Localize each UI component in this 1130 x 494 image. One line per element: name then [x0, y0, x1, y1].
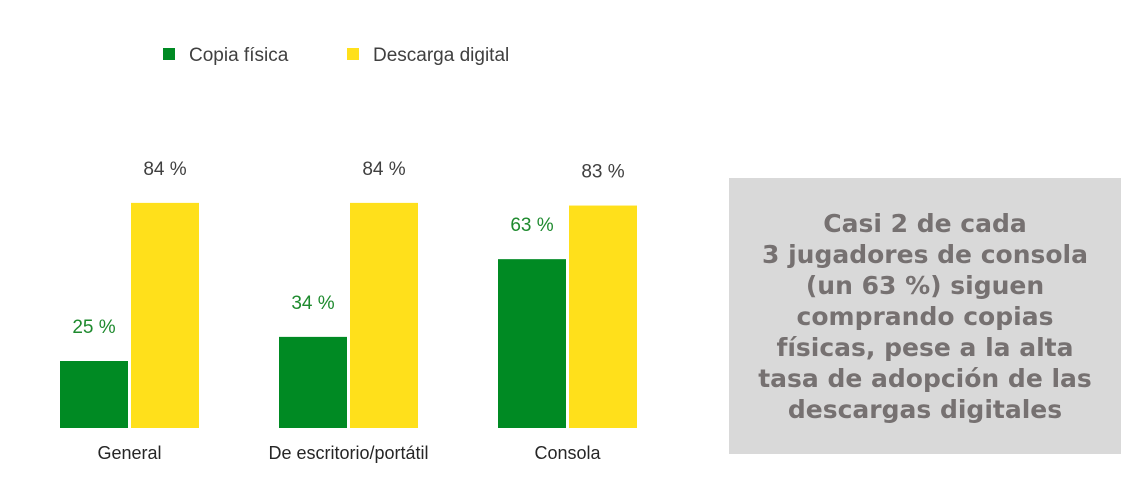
category-labels: General De escritorio/portátil Consola [97, 443, 601, 463]
value-label-descarga-digital-1: 84 % [362, 159, 405, 180]
value-label-descarga-digital-0: 84 % [143, 159, 186, 180]
bars [60, 202, 637, 428]
callout-line: físicas, pese a la alta [776, 332, 1074, 362]
category-label-1: De escritorio/portátil [268, 443, 428, 463]
bar-copia-fisica-2 [498, 259, 566, 428]
bar-copia-fisica-1 [279, 336, 347, 428]
bar-chart: Copia física Descarga digital 25 % 84 % 34 … [60, 45, 637, 463]
callout-line: comprando copias [796, 301, 1054, 331]
callout-line: Casi 2 de cada [823, 208, 1027, 238]
bar-descarga-digital-0 [131, 202, 199, 428]
value-label-copia-fisica-2: 63 % [510, 215, 553, 236]
legend-label-descarga-digital: Descarga digital [373, 45, 509, 66]
callout-line: 3 jugadores de consola [761, 239, 1088, 269]
callout-line: tasa de adopción de las [758, 363, 1092, 393]
category-label-2: Consola [534, 443, 601, 463]
legend-swatch-copia-fisica [163, 48, 175, 60]
callout-line: (un 63 %) siguen [805, 270, 1045, 300]
legend-label-copia-fisica: Copia física [189, 45, 289, 66]
callout-text: Casi 2 de cada 3 jugadores de consola (u… [758, 208, 1092, 425]
callout-line: descargas digitales [787, 394, 1063, 424]
value-label-copia-fisica-1: 34 % [291, 293, 334, 314]
category-label-0: General [97, 443, 161, 463]
value-label-copia-fisica-0: 25 % [72, 317, 115, 338]
bar-descarga-digital-1 [350, 202, 418, 428]
callout-box: Casi 2 de cada 3 jugadores de consola (u… [729, 178, 1121, 454]
legend-swatch-descarga-digital [347, 48, 359, 60]
value-labels: 25 % 84 % 34 % 84 % 63 % 83 % [72, 159, 624, 338]
bar-descarga-digital-2 [569, 205, 637, 428]
bar-copia-fisica-0 [60, 361, 128, 428]
legend: Copia física Descarga digital [163, 45, 509, 66]
value-label-descarga-digital-2: 83 % [581, 162, 624, 183]
